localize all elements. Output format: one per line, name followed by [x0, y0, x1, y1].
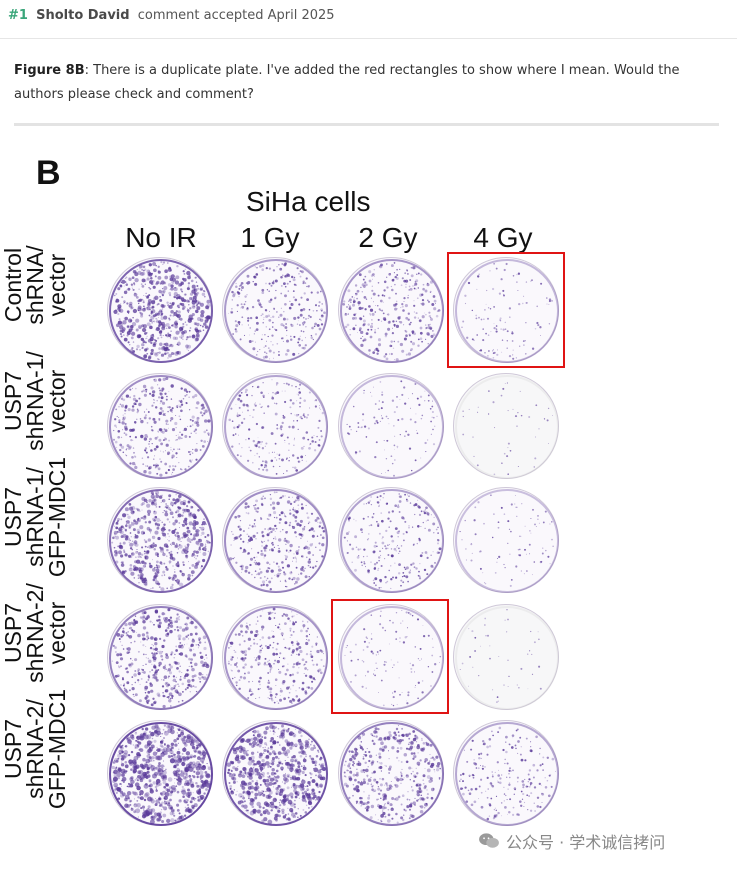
colony-plate	[107, 604, 213, 710]
watermark-text: 公众号 · 学术诚信拷问	[506, 833, 666, 852]
colony-plate	[338, 373, 444, 479]
comment-body: Figure 8B: There is a duplicate plate. I…	[14, 59, 714, 107]
watermark: 公众号 · 学术诚信拷问	[478, 829, 665, 853]
colony-plate	[338, 720, 444, 826]
column-label-4gy: 4 Gy	[473, 222, 533, 253]
comment-meta: #1 Sholto David comment accepted April 2…	[8, 8, 335, 23]
comment-number[interactable]: #1	[8, 8, 28, 23]
colony-plate	[453, 720, 559, 826]
figure-reference: Figure 8B	[14, 63, 85, 78]
figure-title: SiHa cells	[246, 186, 371, 217]
colony-plate	[222, 257, 328, 363]
row-label-line: USP7	[0, 718, 26, 780]
colony-plate	[107, 257, 213, 363]
colony-plate	[338, 487, 444, 593]
colony-plate	[453, 604, 559, 710]
column-label-2gy: 2 Gy	[358, 222, 418, 253]
colony-plate	[107, 487, 213, 593]
divider	[14, 123, 719, 126]
row-label-line: GFP-MDC1	[44, 688, 70, 810]
comment-author[interactable]: Sholto David	[36, 8, 130, 23]
column-label-1gy: 1 Gy	[240, 222, 300, 253]
colony-plate	[222, 604, 328, 710]
comment-header: #1 Sholto David comment accepted April 2…	[0, 0, 737, 39]
comment-text: : There is a duplicate plate. I've added…	[14, 63, 680, 102]
colony-plate	[222, 373, 328, 479]
colony-plate	[338, 604, 444, 710]
colony-plate	[107, 373, 213, 479]
colony-plate	[107, 720, 213, 826]
colony-plate	[453, 487, 559, 593]
colony-plate	[338, 257, 444, 363]
row-label-5: USP7 shRNA-2/ GFP-MDC1	[0, 634, 70, 864]
highlight-rectangle-4gy-control	[447, 252, 565, 368]
panel-letter: B	[36, 154, 61, 192]
comment-status: comment accepted April 2025	[137, 8, 335, 23]
colony-plate	[453, 373, 559, 479]
row-label-line: shRNA-2/	[22, 699, 48, 799]
colony-plate	[453, 257, 559, 363]
highlight-rectangle-2gy-shrna2	[331, 599, 449, 714]
colony-plate	[222, 720, 328, 826]
column-label-no-ir: No IR	[125, 222, 197, 253]
figure-8b-image: B SiHa cells No IR 1 Gy 2 Gy 4 Gy Contro…	[0, 150, 737, 870]
colony-plate	[222, 487, 328, 593]
wechat-icon	[479, 833, 499, 848]
